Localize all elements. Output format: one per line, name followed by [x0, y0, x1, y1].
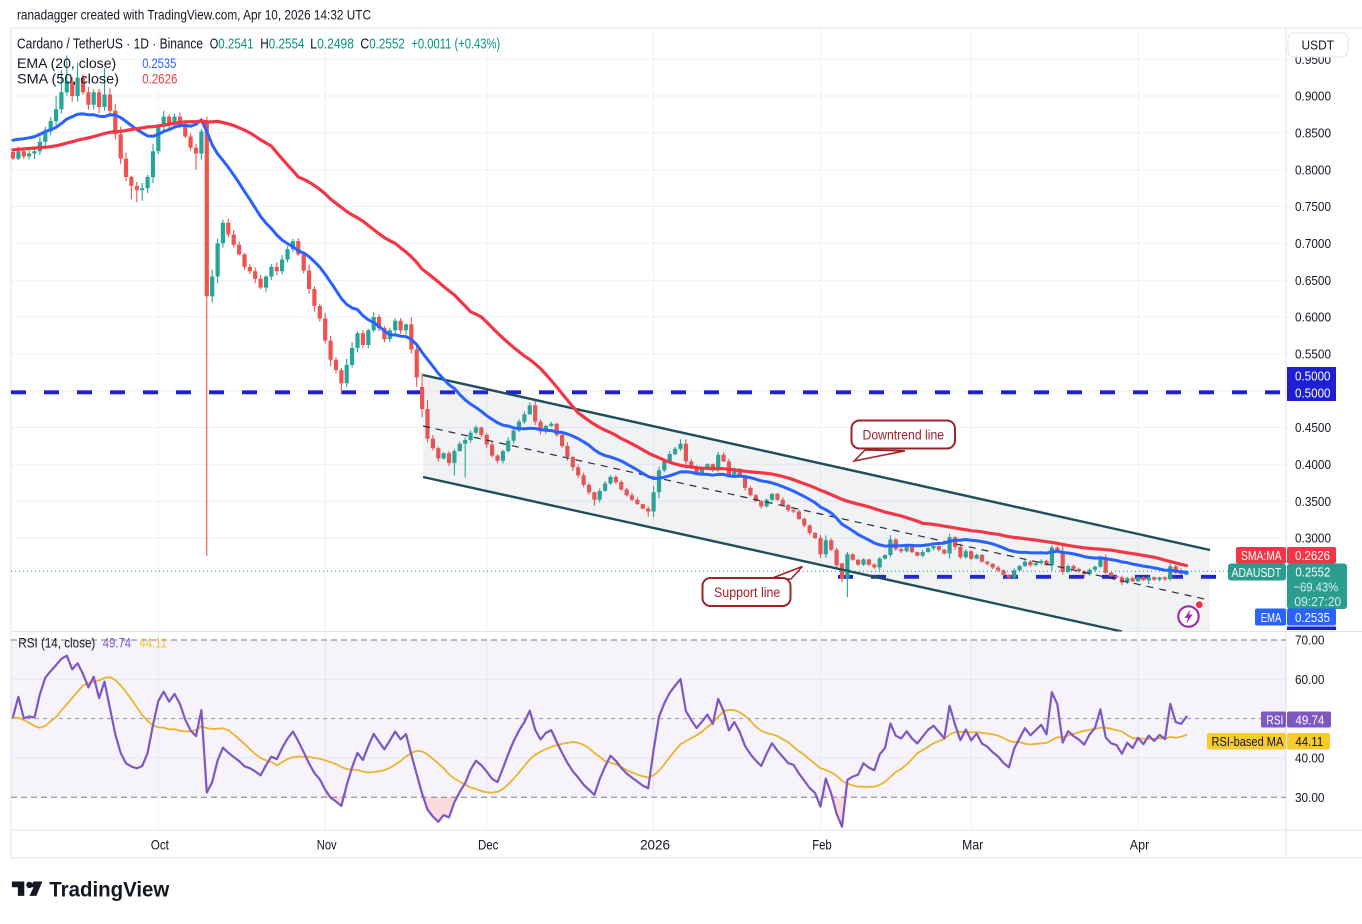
svg-text:0.7500: 0.7500: [1295, 199, 1331, 214]
svg-text:0.2552: 0.2552: [369, 36, 405, 53]
svg-text:Cardano / TetherUS · 1D · Bina: Cardano / TetherUS · 1D · Binance: [17, 36, 203, 53]
svg-text:0.9000: 0.9000: [1295, 89, 1331, 104]
svg-text:0.5000: 0.5000: [1295, 386, 1331, 401]
svg-text:EMA (20, close): EMA (20, close): [17, 56, 116, 71]
svg-text:30.00: 30.00: [1295, 790, 1325, 805]
svg-text:SMA:MA: SMA:MA: [1241, 548, 1282, 563]
svg-text:40.00: 40.00: [1295, 751, 1325, 766]
svg-text:0.8500: 0.8500: [1295, 126, 1331, 141]
svg-text:TradingView: TradingView: [49, 879, 170, 902]
svg-text:ranadagger created with Tradin: ranadagger created with TradingView.com,…: [17, 7, 371, 23]
svg-text:0.4000: 0.4000: [1295, 457, 1331, 472]
svg-text:49.74: 49.74: [103, 636, 132, 651]
svg-text:Dec: Dec: [478, 837, 499, 853]
svg-text:USDT: USDT: [1302, 38, 1335, 53]
svg-text:−69.43%: −69.43%: [1293, 580, 1338, 595]
svg-text:0.6000: 0.6000: [1295, 310, 1331, 325]
svg-text:O: O: [210, 36, 219, 53]
svg-text:RSI-based MA: RSI-based MA: [1212, 734, 1284, 749]
svg-text:RSI (14, close): RSI (14, close): [18, 636, 95, 651]
svg-text:Support line: Support line: [714, 584, 780, 600]
svg-text:44.11: 44.11: [1295, 734, 1323, 749]
svg-text:0.2554: 0.2554: [269, 36, 305, 53]
svg-text:0.2626: 0.2626: [142, 72, 177, 87]
svg-text:0.2498: 0.2498: [317, 36, 354, 53]
svg-text:Nov: Nov: [317, 837, 337, 853]
svg-text:L: L: [310, 36, 317, 53]
svg-text:0.2535: 0.2535: [142, 56, 176, 71]
svg-text:0.3500: 0.3500: [1295, 494, 1331, 509]
svg-text:60.00: 60.00: [1295, 672, 1325, 687]
svg-text:Mar: Mar: [962, 837, 983, 853]
svg-text:RSI: RSI: [1266, 713, 1283, 728]
svg-text:0.7000: 0.7000: [1295, 236, 1331, 251]
svg-text:2026: 2026: [640, 837, 670, 853]
svg-text:EMA: EMA: [1261, 610, 1282, 625]
svg-text:09:27:20: 09:27:20: [1294, 594, 1341, 609]
svg-text:ADAUSDT: ADAUSDT: [1232, 565, 1282, 580]
svg-text:0.6500: 0.6500: [1295, 273, 1331, 288]
svg-text:0.2552: 0.2552: [1295, 565, 1330, 580]
svg-text:SMA (50, close): SMA (50, close): [17, 72, 119, 87]
svg-text:0.4500: 0.4500: [1295, 420, 1331, 435]
svg-text:C: C: [360, 36, 369, 53]
svg-text:0.5500: 0.5500: [1295, 347, 1331, 362]
svg-text:0.8000: 0.8000: [1295, 162, 1331, 177]
svg-text:49.74: 49.74: [1295, 713, 1324, 728]
svg-text:Feb: Feb: [812, 837, 832, 853]
svg-text:Downtrend line: Downtrend line: [863, 427, 945, 443]
svg-text:0.2626: 0.2626: [1295, 548, 1330, 563]
svg-text:+0.0011 (+0.43%): +0.0011 (+0.43%): [411, 36, 500, 53]
svg-text:70.00: 70.00: [1295, 633, 1325, 648]
svg-text:0.5000: 0.5000: [1295, 369, 1331, 384]
svg-text:0.2541: 0.2541: [218, 36, 253, 53]
svg-text:0.2535: 0.2535: [1295, 610, 1330, 625]
svg-text:0.3000: 0.3000: [1295, 531, 1331, 546]
svg-text:Oct: Oct: [151, 837, 169, 853]
svg-text:H: H: [260, 36, 269, 53]
svg-text:Apr: Apr: [1130, 837, 1150, 853]
svg-text:44.11: 44.11: [139, 636, 167, 651]
